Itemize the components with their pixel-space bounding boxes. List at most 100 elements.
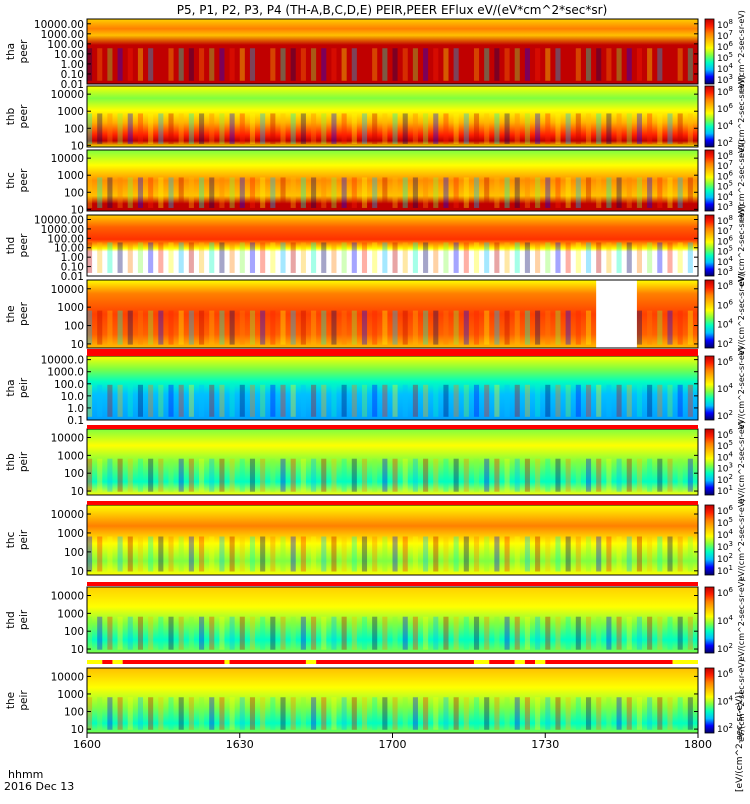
texture-strip (148, 616, 154, 650)
y-tick-label: 1000.00 (41, 224, 84, 236)
texture-strip (585, 242, 592, 273)
texture-strip (443, 384, 449, 417)
y-tick-label: 10000.00 (34, 19, 84, 31)
texture-strip (484, 384, 490, 417)
texture-strip (575, 616, 581, 650)
y-tick-label: 1.00 (61, 252, 84, 264)
texture-strip (229, 113, 235, 144)
texture-strip (158, 113, 164, 144)
texture-strip (219, 458, 225, 492)
texture-strip (423, 616, 429, 650)
texture-strip (545, 384, 551, 417)
texture-strip (270, 48, 276, 81)
texture-strip (107, 616, 113, 650)
texture-strip (361, 536, 368, 572)
y-tick-label: 0.01 (61, 271, 84, 283)
texture-strip (168, 458, 174, 492)
colorbar-tick-label: 106 (717, 40, 733, 53)
texture-strip (677, 48, 683, 81)
texture-strip (87, 536, 93, 572)
texture-strip (87, 458, 93, 492)
texture-strip (535, 458, 541, 492)
texture-strip (555, 384, 561, 417)
texture-strip (107, 177, 113, 208)
texture-strip (585, 384, 592, 417)
texture-strip (107, 48, 113, 81)
texture-strip (361, 384, 368, 417)
texture-strip (535, 697, 541, 730)
texture-strip (524, 177, 530, 208)
texture-strip (127, 697, 133, 730)
texture-strip (188, 48, 194, 81)
y-tick-label: 10000 (51, 509, 84, 521)
colorbar-tick-label: 102 (717, 337, 733, 350)
texture-strip (545, 242, 551, 273)
texture-strip (555, 113, 561, 144)
texture-strip (280, 697, 286, 730)
texture-strip (423, 384, 429, 417)
y-tick-label: 100.00 (47, 39, 84, 51)
texture-strip (300, 536, 306, 572)
texture-strip (219, 536, 225, 572)
spectrogram-texture-thc-peer (87, 177, 693, 208)
colorbar-tick-label: 107 (717, 159, 733, 172)
texture-strip (199, 310, 205, 345)
y-tick-label: 10.00 (54, 243, 84, 255)
texture-strip (504, 458, 510, 492)
texture-strip (127, 310, 133, 345)
texture-strip (219, 48, 225, 81)
texture-strip (148, 697, 154, 730)
texture-strip (300, 177, 306, 208)
texture-strip (484, 48, 490, 81)
texture-strip (148, 48, 154, 81)
texture-strip (158, 458, 164, 492)
texture-strip (188, 384, 194, 417)
texture-strip (626, 384, 632, 417)
texture-strip (209, 113, 215, 144)
texture-strip (504, 536, 510, 572)
panel-probe-label: thb (5, 453, 17, 471)
texture-strip (687, 177, 693, 208)
texture-strip (372, 242, 378, 273)
texture-strip (606, 113, 612, 144)
panel-probe-label: thb (5, 107, 17, 125)
texture-strip (667, 458, 673, 492)
texture-strip (351, 697, 357, 730)
texture-strip (616, 177, 622, 208)
texture-strip (107, 242, 113, 273)
texture-strip (473, 697, 480, 730)
colorbar-tick-label: 104 (717, 190, 733, 203)
texture-strip (382, 536, 388, 572)
texture-strip (382, 242, 388, 273)
texture-strip (351, 310, 357, 345)
texture-strip (199, 536, 205, 572)
texture-strip (423, 458, 429, 492)
texture-strip (667, 384, 673, 417)
texture-strip (433, 697, 439, 730)
texture-strip (687, 458, 693, 492)
texture-strip (168, 177, 174, 208)
texture-strip (575, 697, 581, 730)
texture-strip (616, 458, 622, 492)
texture-strip (178, 536, 184, 572)
texture-strip (188, 310, 194, 345)
texture-strip (188, 697, 194, 730)
texture-strip (535, 384, 541, 417)
texture-strip (300, 242, 306, 273)
texture-strip (412, 697, 418, 730)
texture-strip (555, 48, 561, 81)
texture-strip (606, 536, 612, 572)
texture-strip (545, 113, 551, 144)
texture-strip (87, 697, 93, 730)
texture-strip (351, 242, 357, 273)
colorbar-label: eV/(cm^2-sec-sr-eV) (737, 499, 746, 582)
mode-segment (229, 660, 306, 664)
texture-strip (555, 177, 561, 208)
texture-strip (636, 177, 642, 208)
texture-strip (137, 113, 144, 144)
texture-strip (137, 616, 144, 650)
texture-strip (209, 48, 215, 81)
x-axis: 1600 1630 1700 1730 1800 (73, 733, 712, 751)
mode-segment (524, 660, 536, 664)
